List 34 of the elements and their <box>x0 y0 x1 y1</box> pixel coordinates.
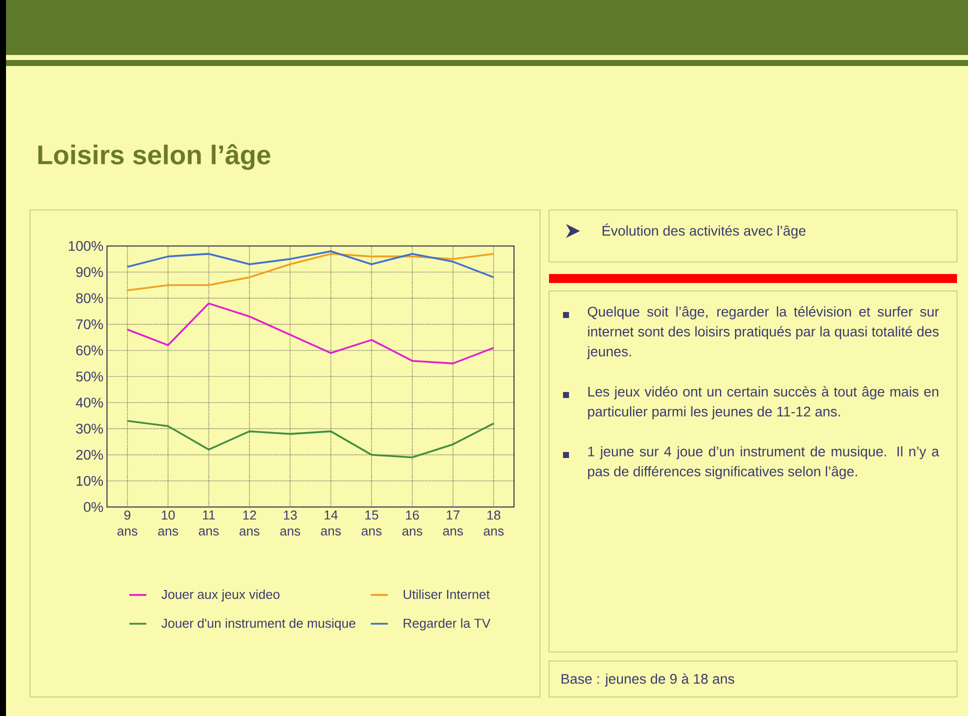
x-tick-label: 15 ans <box>362 510 382 536</box>
line-series <box>126 252 495 292</box>
legend-label: Jouer d'un instrument de musique <box>161 618 356 630</box>
text: 1 jeune sur 4 joue d’un instrument de musique. Il n’y a pas de différences significatives selon l’âge. <box>588 446 940 480</box>
x-tick-label: 14 ans <box>320 510 341 536</box>
legend-label: Utiliser Internet <box>404 589 490 599</box>
y-tick-label: 70% <box>76 319 103 330</box>
y-tick-label: 90% <box>76 267 103 278</box>
y-tick-label: 30% <box>76 424 103 434</box>
x-tick-label: 10 ans <box>158 510 178 536</box>
y-tick-label: 0% <box>84 502 103 512</box>
x-tick-label: 11 ans <box>198 510 219 536</box>
x-tick-label: 12 ans <box>240 510 260 536</box>
y-tick-label: 80% <box>76 293 103 304</box>
text: Base : jeunes de 9 à 18 ans <box>562 673 734 687</box>
chart-title: Loisirs selon l’âge <box>38 144 270 170</box>
y-tick-label: 50% <box>76 372 103 382</box>
line-series <box>126 420 495 458</box>
x-tick-label: 17 ans <box>443 510 463 536</box>
legend-label: Jouer aux jeux video <box>161 589 280 602</box>
text: Les jeux vidéo ont un certain succès à tout âge mais en particulier parmi les jeunes de 11-12 ans. <box>588 386 938 420</box>
y-tick-label: 20% <box>76 450 103 460</box>
x-tick-label: 16 ans <box>402 510 422 536</box>
legend-label: Regarder la TV <box>404 618 490 630</box>
x-tick-label: 13 ans <box>280 510 300 536</box>
line-series <box>126 250 495 278</box>
x-tick-label: 9 ans <box>117 510 138 536</box>
y-tick-label: 40% <box>76 398 103 408</box>
y-tick-label: 10% <box>76 476 103 486</box>
y-tick-label: 100% <box>68 241 103 251</box>
text: Quelque soit l’âge, regarder la télévision et surfer sur internet sont des loisirs pratiqués par la quasi totalité des jeunes. <box>586 306 939 360</box>
text: Évolution des activités avec l’âge <box>602 224 806 238</box>
y-tick-label: 60% <box>76 345 103 356</box>
x-tick-label: 18 ans <box>484 510 504 536</box>
